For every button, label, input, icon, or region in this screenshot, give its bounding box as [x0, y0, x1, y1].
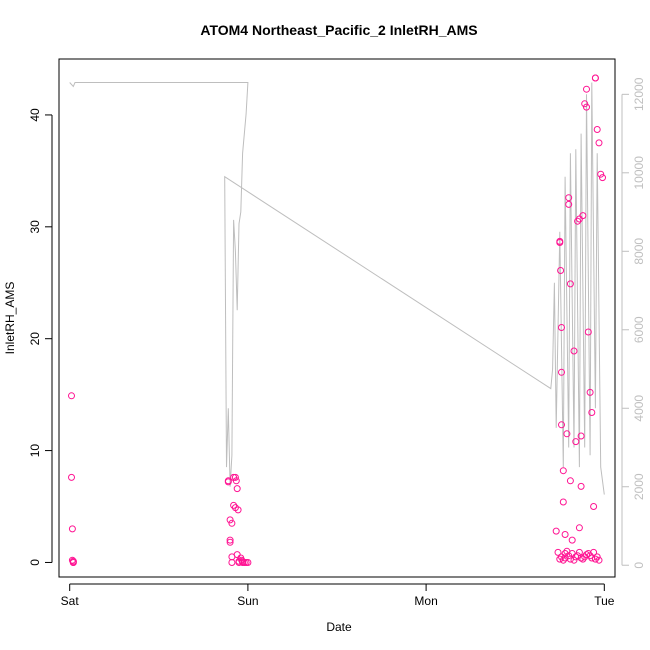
y-tick-label: 40 — [28, 108, 42, 122]
data-point — [570, 556, 578, 564]
y2-tick-label: 8000 — [632, 238, 646, 265]
data-point — [577, 554, 585, 562]
x-tick-label: Sun — [237, 594, 258, 608]
data-point — [228, 519, 236, 527]
y-tick-label: 30 — [28, 220, 42, 234]
data-point — [584, 550, 592, 557]
data-point — [591, 74, 599, 82]
data-point — [68, 525, 76, 533]
data-point — [556, 237, 564, 245]
y2-tick-label: 2000 — [632, 473, 646, 500]
data-point — [565, 200, 573, 208]
data-point — [581, 100, 589, 108]
data-point — [69, 559, 77, 566]
data-point — [572, 553, 580, 561]
data-point — [590, 503, 598, 510]
x-tick-label: Tue — [594, 594, 615, 608]
data-point — [226, 538, 234, 546]
data-point — [224, 477, 232, 485]
data-point — [561, 531, 569, 538]
data-point — [574, 552, 582, 560]
x-tick-label: Sat — [61, 594, 80, 608]
y-tick-label: 10 — [28, 444, 42, 458]
data-point — [559, 498, 567, 506]
y2-tick-label: 4000 — [632, 395, 646, 422]
data-point — [558, 368, 565, 376]
data-point — [230, 501, 238, 509]
data-point — [559, 556, 567, 564]
data-point — [575, 524, 583, 532]
data-point — [233, 485, 241, 493]
data-point — [226, 536, 234, 544]
plot-frame — [58, 58, 616, 578]
data-point — [561, 554, 569, 562]
data-point — [593, 126, 601, 133]
data-point — [557, 267, 565, 274]
primary-series-points — [68, 74, 606, 566]
y2-tick-label: 10000 — [632, 156, 646, 190]
data-point — [597, 170, 605, 178]
data-point — [595, 556, 603, 564]
data-point — [570, 347, 578, 355]
data-point — [559, 467, 567, 475]
data-point — [568, 536, 576, 544]
data-point — [565, 194, 573, 202]
x-axis-label: Date — [326, 620, 352, 634]
data-point — [577, 432, 585, 440]
data-point — [579, 555, 587, 563]
data-point — [68, 473, 75, 481]
data-point — [565, 552, 573, 560]
data-point — [563, 430, 571, 438]
data-point — [595, 139, 603, 147]
chart-title: ATOM4 Northeast_Pacific_2 InletRH_AMS — [200, 22, 477, 38]
data-point — [583, 551, 590, 559]
data-point — [574, 217, 582, 225]
data-point — [599, 174, 606, 182]
data-point — [588, 409, 596, 416]
y-axis-label: InletRH_AMS — [3, 282, 17, 355]
data-point — [558, 324, 565, 331]
data-point — [593, 553, 601, 561]
data-point — [233, 551, 241, 559]
data-point — [68, 392, 75, 400]
data-point — [244, 559, 252, 566]
data-point — [226, 516, 234, 524]
data-point — [232, 477, 240, 485]
data-point — [572, 438, 580, 446]
data-point — [558, 553, 565, 561]
data-point — [558, 421, 565, 429]
y-tick-label: 0 — [28, 559, 42, 566]
y2-tick-label: 6000 — [632, 316, 646, 343]
data-point — [234, 506, 242, 514]
data-point — [590, 548, 598, 556]
data-point — [586, 388, 594, 396]
data-point — [554, 548, 562, 556]
data-point — [584, 328, 592, 336]
secondary-series-line — [69, 82, 605, 495]
data-point — [583, 103, 590, 111]
y2-tick-label: 0 — [632, 562, 646, 569]
data-point — [583, 85, 590, 93]
data-point — [566, 280, 574, 288]
y2-axis: 0 2000 4000 6000 8000 10000 12000 — [621, 77, 646, 569]
data-point — [566, 477, 574, 485]
data-point — [579, 212, 587, 220]
data-point — [231, 473, 239, 481]
y2-tick-label: 12000 — [632, 77, 646, 111]
data-point — [577, 482, 585, 490]
y-axis: 0 10 20 30 40 — [28, 108, 53, 566]
y-tick-label: 20 — [28, 332, 42, 346]
data-point — [556, 555, 564, 563]
x-axis: Sat Sun Mon Tue — [61, 583, 615, 608]
data-point — [591, 555, 599, 563]
series-line — [69, 82, 605, 495]
x-tick-label: Mon — [414, 594, 437, 608]
data-point — [552, 527, 560, 535]
